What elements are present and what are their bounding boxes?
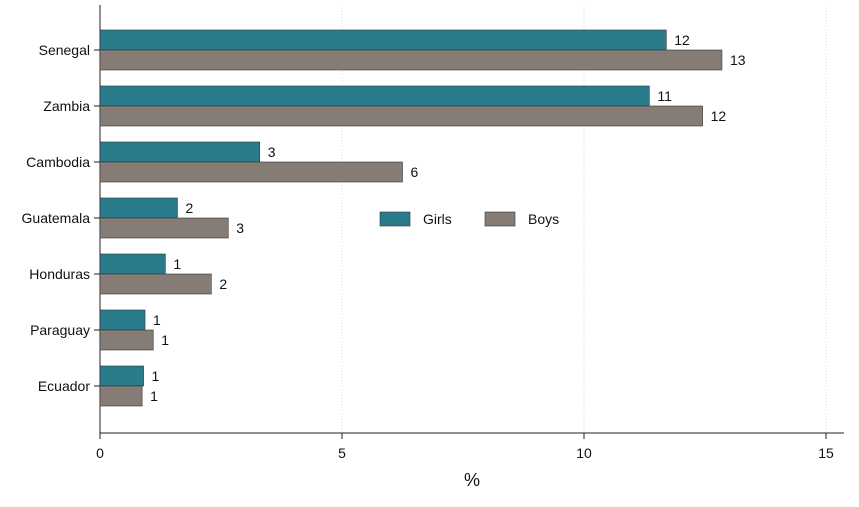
x-tick-label: 15 [818,445,834,461]
legend-swatch-boys [484,211,516,227]
axes: 0 5 10 15 Senegal Zambia Cambodia Guatemala Hond… [22,5,844,461]
data-label-girls: 1 [173,256,181,272]
bar-girls-paraguay [99,309,146,331]
bar-girls-senegal [99,29,667,51]
data-label-girls: 3 [268,144,276,160]
x-axis-title: % [464,470,480,490]
x-tick-label: 5 [338,445,346,461]
category-label: Cambodia [26,154,90,170]
data-label-girls: 12 [674,32,690,48]
category-label: Senegal [39,42,90,58]
bars [99,29,723,407]
x-tick-label: 0 [96,445,104,461]
bar-girls-ecuador [99,365,144,387]
legend-label-boys: Boys [528,211,559,227]
data-label-boys: 1 [161,332,169,348]
data-label-girls: 1 [152,368,160,384]
category-label: Guatemala [22,210,91,226]
bar-boys-guatemala [99,217,229,239]
bar-boys-ecuador [99,385,143,407]
bar-boys-cambodia [99,161,403,183]
data-label-girls: 1 [153,312,161,328]
legend: Girls Boys [379,211,559,227]
x-tick-label: 10 [576,445,592,461]
data-label-boys: 2 [219,276,227,292]
bar-boys-paraguay [99,329,154,351]
data-label-boys: 12 [711,108,727,124]
legend-swatch-girls [379,211,411,227]
bar-boys-senegal [99,49,723,71]
data-label-boys: 1 [150,388,158,404]
bar-girls-guatemala [99,197,178,219]
data-label-boys: 3 [236,220,244,236]
category-label: Paraguay [30,322,90,338]
bar-boys-honduras [99,273,212,295]
bar-boys-zambia [99,105,703,127]
category-label: Zambia [43,98,90,114]
category-label: Honduras [29,266,90,282]
bar-girls-cambodia [99,141,261,163]
data-label-girls: 2 [185,200,193,216]
data-label-boys: 6 [411,164,419,180]
category-label: Ecuador [38,378,90,394]
legend-label-girls: Girls [423,211,452,227]
bar-girls-zambia [99,85,650,107]
data-label-girls: 11 [657,88,672,104]
data-label-boys: 13 [730,52,746,68]
bar-girls-honduras [99,253,166,275]
